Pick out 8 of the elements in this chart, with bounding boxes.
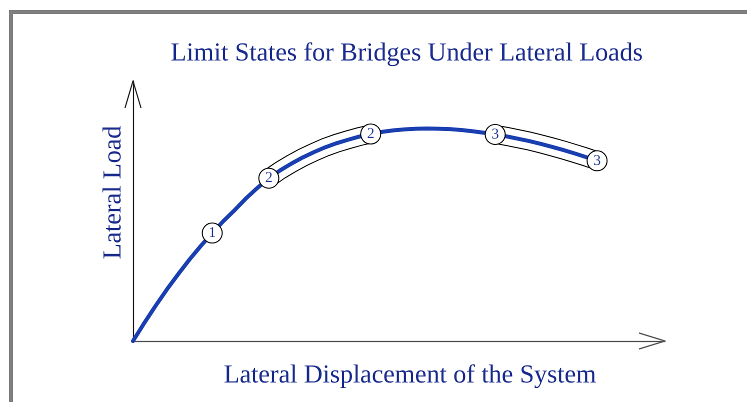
annotation: 2 (366, 126, 374, 142)
annotation: 3 (593, 152, 601, 169)
x-axis-title: Lateral Displacement of the System (224, 360, 596, 388)
chart-title: Limit States for Bridges Under Lateral Loads (170, 38, 643, 66)
annotation: 2 (265, 170, 273, 186)
annotation: 3 (491, 126, 499, 142)
annotation: 1 (208, 225, 216, 242)
y-axis-title: Lateral Load (98, 126, 126, 260)
